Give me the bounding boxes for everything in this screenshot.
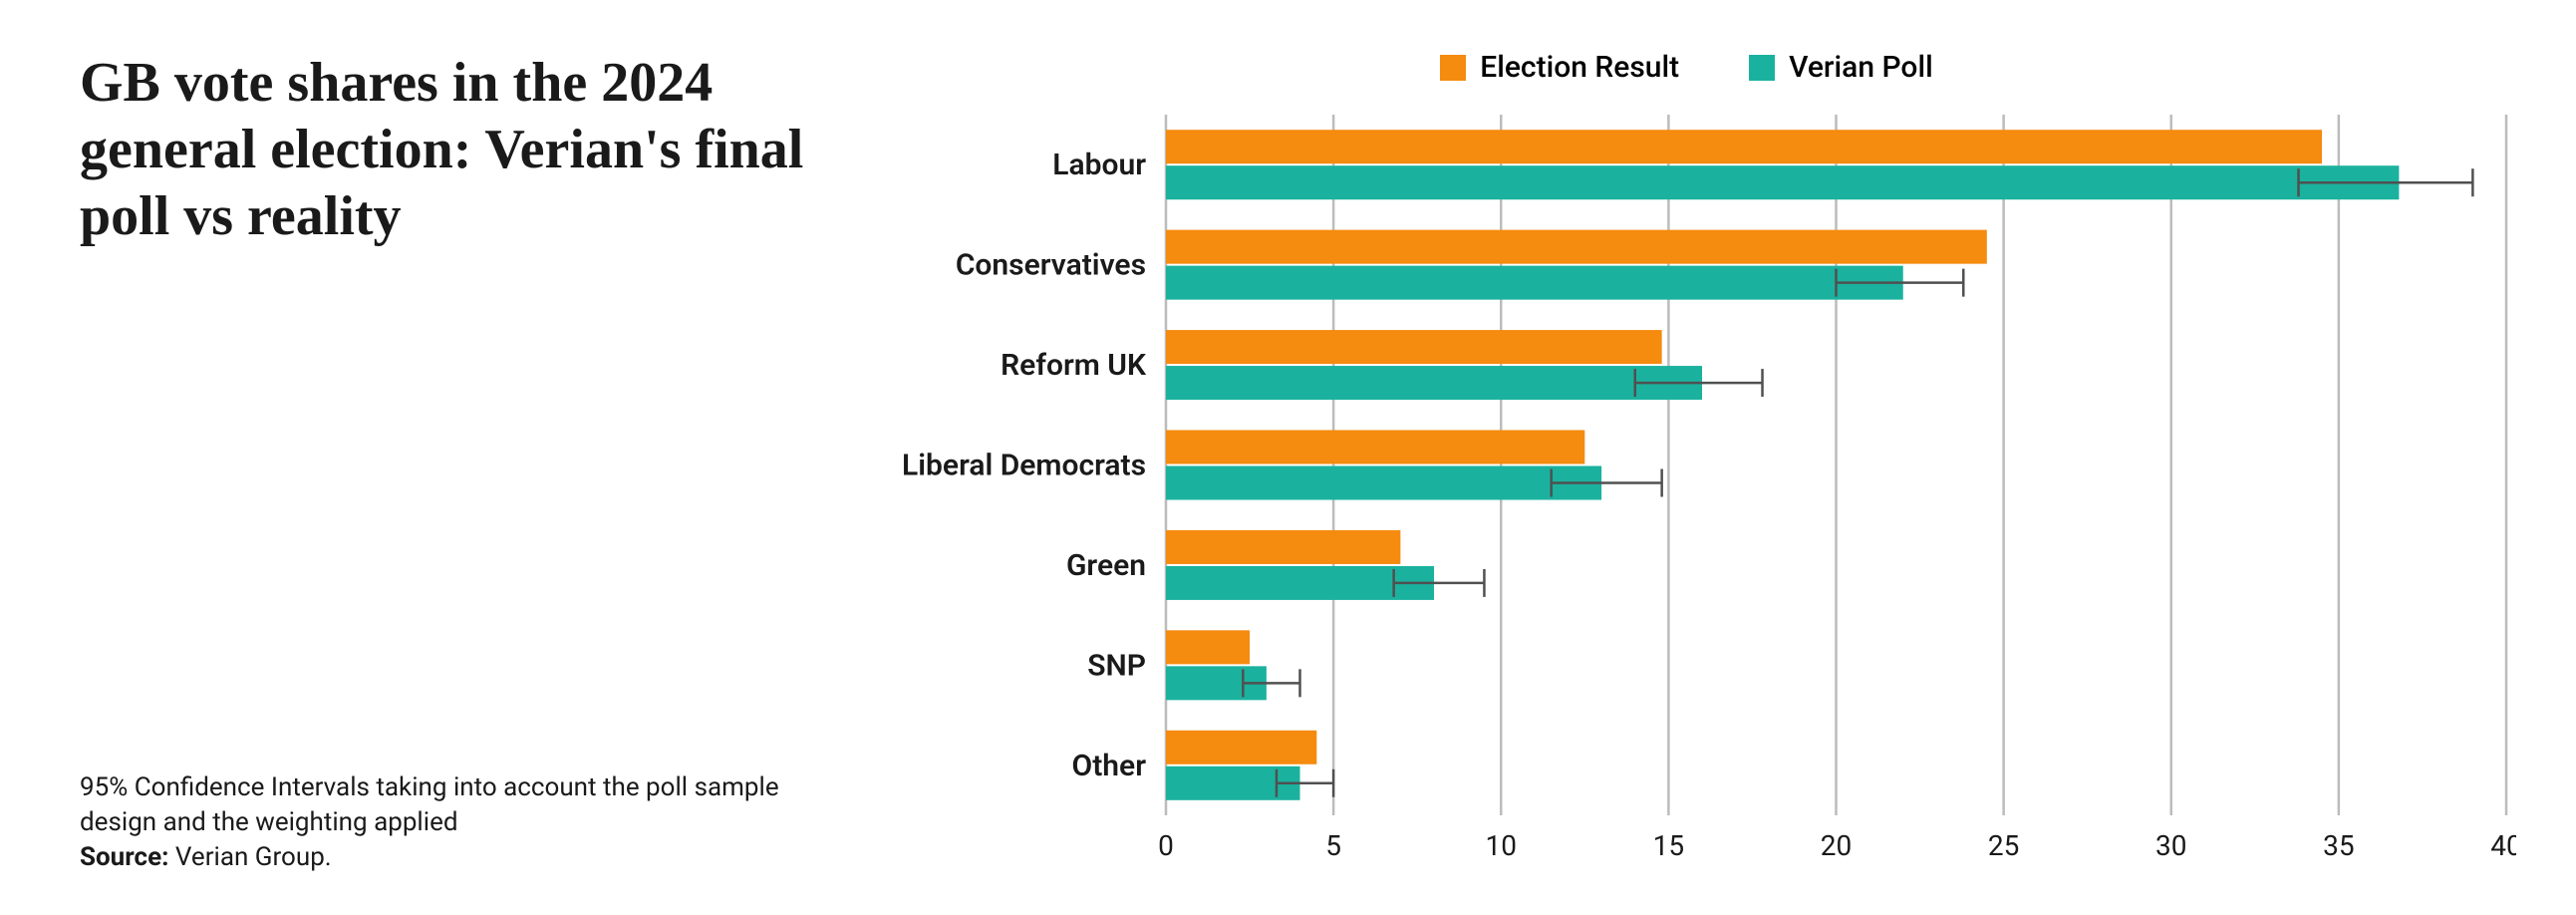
left-panel: GB vote shares in the 2024 general elect…: [80, 50, 857, 875]
legend-item-election: Election Result: [1440, 50, 1679, 85]
bar-poll: [1166, 266, 1903, 300]
bar-election: [1166, 530, 1400, 564]
chart-svg: 0 5 10 15 20 25 30 35 40 Labour Conservatives Refor…: [857, 105, 2516, 875]
bar-poll: [1166, 466, 1601, 500]
legend-label-poll: Verian Poll: [1789, 50, 1933, 85]
bar-election: [1166, 431, 1584, 464]
x-tick-label: 0: [1158, 829, 1174, 862]
x-tick-label: 15: [1653, 829, 1684, 862]
bar-election: [1166, 731, 1316, 764]
source-value: Verian Group.: [175, 842, 332, 872]
bar-election: [1166, 230, 1987, 264]
category-label: Labour: [1052, 148, 1146, 182]
category-label: SNP: [1087, 648, 1146, 683]
category-label: Green: [1066, 548, 1146, 583]
footnote-text: 95% Confidence Intervals taking into acc…: [80, 772, 779, 837]
bar-election: [1166, 330, 1662, 364]
x-tick-label: 30: [2155, 829, 2186, 862]
x-tick-label: 35: [2323, 829, 2354, 862]
legend: Election Result Verian Poll: [857, 50, 2516, 85]
category-label: Liberal Democrats: [902, 449, 1146, 483]
x-tick-label: 40: [2490, 829, 2516, 862]
legend-item-poll: Verian Poll: [1749, 50, 1933, 85]
x-tick-label: 25: [1988, 829, 2019, 862]
legend-swatch-election: [1440, 55, 1466, 81]
x-tick-label: 10: [1486, 829, 1517, 862]
legend-label-election: Election Result: [1480, 50, 1679, 85]
footnote: 95% Confidence Intervals taking into acc…: [80, 770, 817, 875]
category-label: Conservatives: [956, 248, 1146, 283]
legend-swatch-poll: [1749, 55, 1775, 81]
source-label: Source:: [80, 842, 168, 872]
bar-election: [1166, 630, 1250, 664]
bar-poll: [1166, 366, 1702, 400]
chart-title: GB vote shares in the 2024 general elect…: [80, 50, 817, 251]
category-label: Other: [1072, 749, 1147, 783]
chart-container: GB vote shares in the 2024 general elect…: [0, 0, 2576, 915]
bar-chart: 0 5 10 15 20 25 30 35 40 Labour Conservatives Refor…: [857, 105, 2516, 879]
category-label: Reform UK: [1001, 348, 1147, 383]
bar-election: [1166, 130, 2322, 163]
bar-poll: [1166, 165, 2399, 199]
x-tick-label: 5: [1325, 829, 1341, 862]
right-panel: Election Result Verian Poll 0 5 10 15 20 25 30…: [857, 50, 2516, 875]
x-tick-label: 20: [1821, 829, 1852, 862]
